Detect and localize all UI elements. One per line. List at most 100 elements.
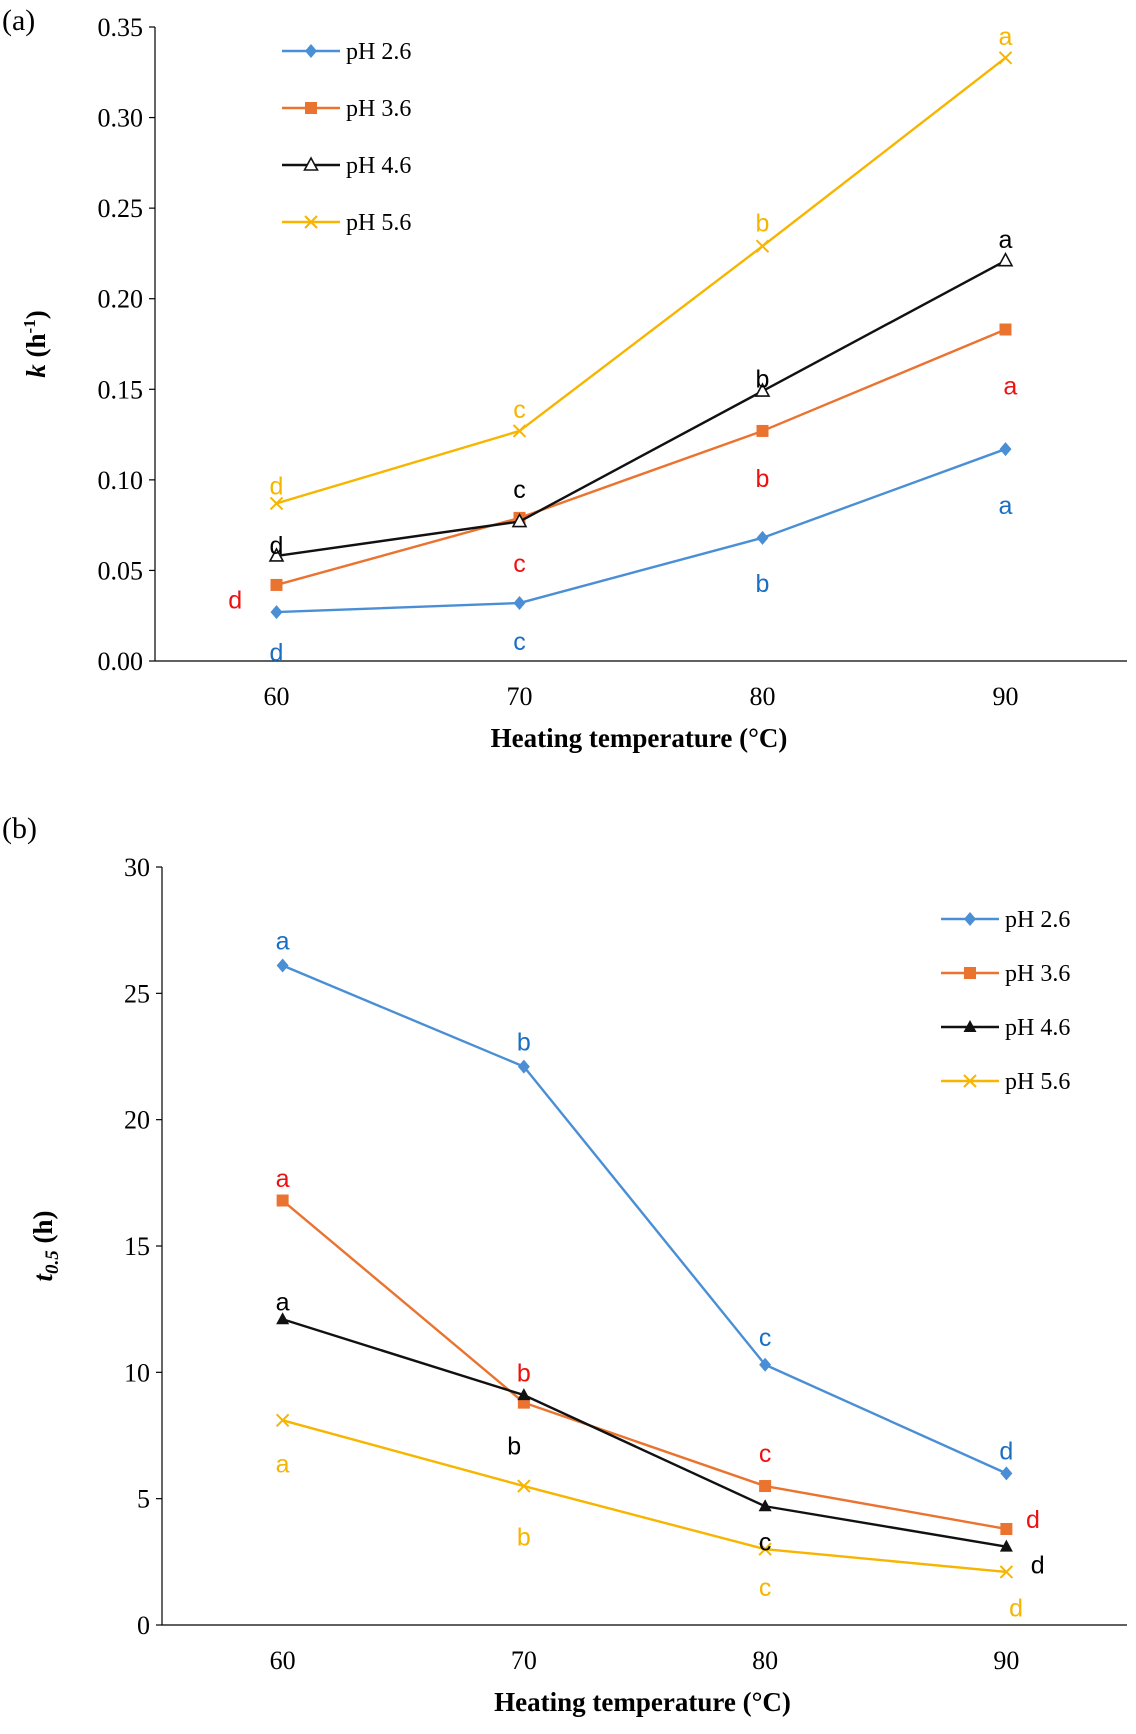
chart-a-y-tick-label: 0.25: [98, 194, 144, 223]
chart-a-legend-swatch-marker-stroke-2: [304, 215, 318, 229]
chart-a-point-ph-5-6-80: [755, 239, 770, 253]
chart-b-series-ph-5-6: [275, 1413, 1014, 1579]
chart-b-significance-letter: c: [759, 1440, 772, 1468]
chart-a-significance-letter: d: [270, 532, 284, 560]
chart-b-y-tick-label: 5: [137, 1485, 150, 1514]
chart-a-significance-letter: c: [513, 396, 526, 424]
chart-a-point-ph-2-6-80: [756, 530, 769, 545]
chart-b-series-ph-4-6: [276, 1312, 1013, 1552]
chart-b-point-ph-5-6-90: [999, 1565, 1014, 1579]
chart-b-y-axis-title-symbol: t: [28, 1273, 58, 1282]
chart-b-significance-letter: d: [1009, 1594, 1023, 1622]
chart-b-x-tick-label: 90: [993, 1646, 1019, 1675]
chart-b-point-ph-2-6-60: [276, 958, 289, 973]
chart-b-point-ph-2-6-70: [517, 1059, 530, 1074]
chart-a-legend-label: pH 4.6: [346, 153, 411, 179]
chart-a-point-ph-3-6-80: [756, 424, 769, 437]
chart-b-significance-letter: b: [507, 1433, 521, 1461]
chart-a-y-axis-title-symbol: k: [21, 364, 51, 378]
chart-b-point-ph-3-6-80: [759, 1480, 772, 1493]
chart-a-y-tick-label: 0.30: [98, 104, 144, 133]
chart-b-point-ph-2-6-90: [1000, 1466, 1013, 1481]
chart-a-significance-letter: c: [513, 550, 526, 578]
chart-b-significance-letter: a: [276, 927, 290, 955]
chart-b-point-ph-5-6-80-stroke-2: [758, 1542, 772, 1556]
chart-a-y-tick-label: 0.10: [98, 466, 144, 495]
chart-b-y-tick-label: 20: [124, 1106, 150, 1135]
chart-a-line-ph-3-6: [276, 328, 1006, 587]
chart-b-legend-label: pH 5.6: [1005, 1069, 1070, 1095]
chart-a-point-ph-4-6-80: [754, 382, 771, 397]
chart-a-line-ph-4-6: [276, 259, 1007, 558]
chart-b-significance-letter: a: [276, 1289, 290, 1317]
chart-b-series-ph-2-6: [276, 958, 1013, 1481]
chart-b-x-tick-label: 70: [511, 1646, 537, 1675]
chart-a-x-tick-label: 90: [993, 682, 1019, 711]
chart-b-significance-letter: a: [276, 1450, 290, 1478]
chart-b-legend-label: pH 3.6: [1005, 961, 1070, 987]
chart-b-significance-letter: c: [759, 1324, 772, 1352]
chart-b-significance-letter: b: [517, 1524, 531, 1552]
chart-b-significance-letter: d: [1026, 1506, 1040, 1534]
chart-b-significance-letter: b: [517, 1359, 531, 1387]
chart-a-point-ph-2-6-90: [999, 442, 1012, 457]
chart-a-point-ph-2-6-70: [513, 596, 526, 611]
chart-b-y-tick-label: 0: [137, 1611, 150, 1640]
chart-b-point-ph-4-6-70: [517, 1388, 531, 1401]
chart-b-y-tick-label: 30: [124, 853, 150, 882]
chart-a-legend-label: pH 2.6: [346, 39, 411, 65]
chart-a-series-ph-4-6: [268, 251, 1014, 562]
chart-a-significance-letter: d: [270, 472, 284, 500]
chart-a-y-tick-label: 0.00: [98, 647, 144, 676]
chart-a-x-tick-label: 80: [750, 682, 776, 711]
chart-a-legend-swatch-marker: [304, 215, 318, 229]
chart-a-significance-letter: d: [270, 639, 284, 667]
chart-b-point-ph-5-6-90-stroke-2: [999, 1565, 1014, 1579]
chart-b-legend-entry-ph-3-6: pH 3.6: [941, 961, 1070, 987]
chart-a-legend-label: pH 3.6: [346, 96, 411, 122]
chart-a-legend-entry-ph-3-6: pH 3.6: [282, 96, 411, 122]
chart-b-point-ph-4-6-60: [276, 1312, 290, 1325]
chart-b-legend-swatch-marker-stroke-2: [963, 1074, 977, 1088]
panel-a-label: (a): [2, 4, 35, 37]
chart-a-point-ph-5-6-60-stroke-2: [269, 496, 284, 511]
chart-b-point-ph-3-6-90: [1000, 1522, 1013, 1535]
chart-a-point-ph-5-6-80-stroke-2: [755, 239, 770, 253]
chart-a-point-ph-5-6-90: [998, 51, 1013, 65]
chart-b-legend-entry-ph-5-6: pH 5.6: [941, 1069, 1070, 1095]
chart-a-y-tick-label: 0.35: [98, 13, 144, 42]
chart-a-series-ph-5-6: [269, 51, 1013, 511]
chart-a-y-axis-title-unit: (h: [21, 333, 51, 364]
chart-a-significance-letter: c: [513, 476, 526, 504]
chart-b-point-ph-4-6-80: [758, 1499, 772, 1512]
chart-a-legend-swatch-marker: [303, 156, 319, 171]
chart-a-series-ph-2-6: [270, 442, 1012, 620]
chart-a-x-tick-label: 70: [507, 682, 533, 711]
chart-a-significance-letter: a: [999, 226, 1013, 254]
chart-a-x-axis-title: Heating temperature (°C): [491, 723, 788, 753]
chart-a-legend-swatch-marker: [305, 102, 317, 114]
chart-a-y-tick-label: 0.15: [98, 375, 144, 404]
chart-a-y-tick-label: 0.20: [98, 285, 144, 314]
chart-a-line-ph-2-6: [276, 447, 1006, 614]
chart-b-significance-letter: b: [517, 1028, 531, 1056]
chart-b-legend-swatch-marker: [964, 967, 976, 979]
chart-a-legend: pH 2.6 pH 3.6 pH 4.6 pH 5.6: [282, 39, 411, 236]
chart-b-x-tick-label: 60: [270, 1646, 296, 1675]
chart-b-significance-letter: d: [1031, 1551, 1045, 1579]
chart-b-x-tick-label: 80: [752, 1646, 778, 1675]
chart-b-y-tick-label: 25: [124, 979, 150, 1008]
chart-b-point-ph-5-6-70: [517, 1479, 531, 1493]
chart-a-significance-letter: c: [513, 628, 526, 656]
chart-a-point-ph-5-6-70: [512, 424, 527, 438]
chart-a-y-axis-title-close: ): [21, 310, 51, 319]
chart-a-significance-letter: a: [999, 23, 1013, 51]
chart-b-legend-swatch-marker: [964, 912, 976, 926]
chart-a-point-ph-5-6-60: [269, 496, 284, 511]
chart-b-legend-entry-ph-4-6: pH 4.6: [941, 1015, 1070, 1041]
panel-a-chart: 0.00 0.05 0.10 0.15 0.20 0.25 0.30 0.35 60 70 80 90…: [20, 13, 1127, 753]
chart-a-significance-letter: b: [756, 465, 770, 493]
chart-b-point-ph-5-6-60: [275, 1413, 290, 1428]
chart-a-legend-entry-ph-2-6: pH 2.6: [282, 39, 411, 65]
